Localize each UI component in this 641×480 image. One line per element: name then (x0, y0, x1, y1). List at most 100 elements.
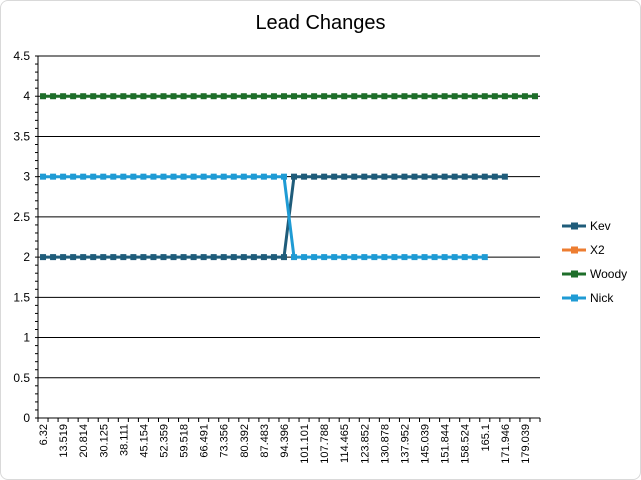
data-point-kev (110, 254, 117, 261)
data-point-woody (291, 93, 298, 100)
data-point-nick (291, 254, 298, 261)
y-tick-label: 1.5 (13, 290, 30, 304)
x-tick-label: 158.524 (460, 424, 472, 464)
x-tick-label: 59.518 (179, 424, 191, 458)
data-point-kev (301, 173, 308, 180)
x-tick-label: 171.946 (500, 424, 512, 464)
x-tick-label: 107.788 (319, 424, 331, 464)
data-point-nick (411, 254, 418, 261)
data-point-nick (321, 254, 328, 261)
data-point-woody (441, 93, 448, 100)
data-point-kev (341, 173, 348, 180)
data-point-nick (250, 173, 257, 180)
data-point-nick (421, 254, 428, 261)
x-tick-label: 179.039 (520, 424, 532, 464)
x-tick-label: 94.396 (279, 424, 291, 458)
data-point-nick (130, 173, 137, 180)
data-point-nick (361, 254, 368, 261)
data-point-nick (100, 173, 107, 180)
data-point-woody (90, 93, 97, 100)
data-point-nick (110, 173, 117, 180)
data-point-woody (130, 93, 137, 100)
x-tick-label: 123.852 (359, 424, 371, 464)
data-point-woody (501, 93, 508, 100)
data-point-kev (501, 173, 508, 180)
data-point-nick (471, 254, 478, 261)
data-point-kev (421, 173, 428, 180)
x-tick-label: 130.878 (379, 424, 391, 464)
data-point-nick (150, 173, 157, 180)
data-point-kev (120, 254, 127, 261)
data-point-kev (220, 254, 227, 261)
data-point-kev (210, 254, 217, 261)
data-point-nick (461, 254, 468, 261)
data-point-woody (210, 93, 217, 100)
data-point-kev (60, 254, 67, 261)
data-point-nick (441, 254, 448, 261)
data-point-kev (100, 254, 107, 261)
x-tick-label: 6.32 (38, 424, 50, 445)
y-tick-label: 2 (23, 250, 30, 264)
data-point-kev (160, 254, 167, 261)
data-point-nick (240, 173, 247, 180)
data-point-kev (331, 173, 338, 180)
data-point-kev (371, 173, 378, 180)
y-tick-label: 4 (23, 89, 30, 103)
y-tick-label: 0.5 (13, 371, 30, 385)
legend-marker-nick (571, 294, 578, 302)
data-point-kev (381, 173, 388, 180)
data-point-kev (491, 173, 498, 180)
legend-marker-kev (571, 222, 578, 230)
data-point-kev (200, 254, 207, 261)
data-point-nick (260, 173, 267, 180)
data-point-woody (521, 93, 528, 100)
data-point-woody (351, 93, 358, 100)
data-point-nick (50, 173, 57, 180)
data-point-woody (110, 93, 117, 100)
x-tick-label: 165.1 (480, 424, 492, 452)
data-point-nick (311, 254, 318, 261)
data-point-nick (220, 173, 227, 180)
data-point-nick (180, 173, 187, 180)
chart-title: Lead Changes (255, 12, 386, 34)
data-point-kev (40, 254, 47, 261)
data-point-nick (270, 173, 277, 180)
data-point-woody (411, 93, 418, 100)
data-point-kev (260, 254, 267, 261)
data-point-woody (311, 93, 318, 100)
x-tick-label: 73.356 (219, 424, 231, 458)
data-point-nick (210, 173, 217, 180)
data-point-woody (511, 93, 518, 100)
data-point-woody (40, 93, 47, 100)
data-point-nick (301, 254, 308, 261)
x-tick-label: 151.844 (440, 424, 452, 464)
y-tick-label: 3.5 (13, 129, 30, 143)
data-point-woody (140, 93, 147, 100)
data-point-woody (70, 93, 77, 100)
data-point-nick (481, 254, 488, 261)
data-point-kev (270, 254, 277, 261)
data-point-nick (80, 173, 87, 180)
data-point-woody (60, 93, 67, 100)
data-point-nick (381, 254, 388, 261)
x-tick-label: 30.125 (98, 424, 110, 458)
legend-label-kev: Kev (590, 219, 611, 233)
data-point-woody (321, 93, 328, 100)
x-tick-label: 13.519 (58, 424, 70, 458)
data-point-woody (180, 93, 187, 100)
data-point-woody (381, 93, 388, 100)
data-point-kev (451, 173, 458, 180)
data-point-woody (361, 93, 368, 100)
data-point-nick (351, 254, 358, 261)
data-point-kev (280, 254, 287, 261)
data-point-woody (301, 93, 308, 100)
data-point-kev (471, 173, 478, 180)
data-point-kev (150, 254, 157, 261)
data-point-nick (70, 173, 77, 180)
data-point-kev (230, 254, 237, 261)
data-point-woody (240, 93, 247, 100)
data-point-nick (140, 173, 147, 180)
y-tick-label: 2.5 (13, 210, 30, 224)
legend-label-woody: Woody (590, 267, 627, 281)
